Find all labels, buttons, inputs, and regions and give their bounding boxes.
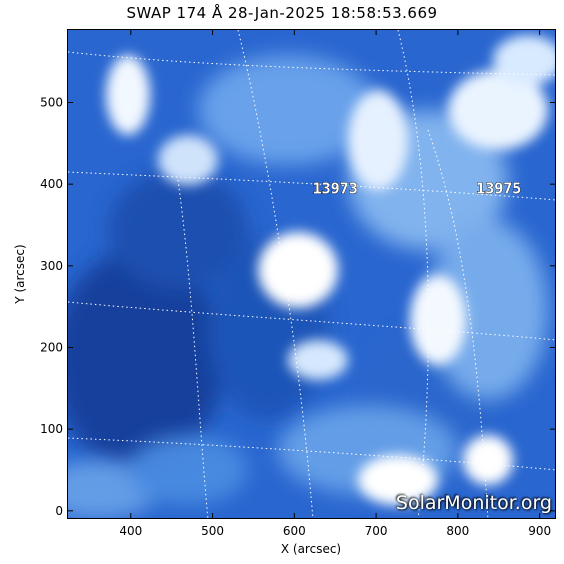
y-tick-label: 0 (55, 504, 63, 518)
x-tick-label: 400 (119, 524, 142, 538)
x-tick-label: 600 (283, 524, 306, 538)
y-tick-label: 500 (40, 96, 63, 110)
x-tick-label: 900 (528, 524, 551, 538)
watermark: SolarMonitor.org (395, 492, 552, 514)
active-region-label: 13973 (313, 179, 358, 197)
image-title: SWAP 174 Å 28-Jan-2025 18:58:53.669 (126, 4, 438, 22)
y-tick-label: 100 (40, 422, 63, 436)
y-tick-label: 400 (40, 177, 63, 191)
solar-image-panel (67, 29, 556, 519)
y-tick-label: 200 (40, 341, 63, 355)
x-tick-label: 500 (201, 524, 224, 538)
x-tick-label: 700 (365, 524, 388, 538)
y-axis-label: Y (arcsec) (13, 244, 27, 304)
x-axis-label: X (arcsec) (281, 542, 341, 556)
x-tick-label: 800 (446, 524, 469, 538)
y-tick-label: 300 (40, 259, 63, 273)
active-region-label: 13975 (476, 179, 521, 197)
solar-image (68, 30, 555, 518)
